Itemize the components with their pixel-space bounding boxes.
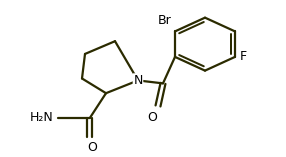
Text: H₂N: H₂N: [30, 111, 54, 124]
Text: F: F: [240, 50, 247, 63]
Text: N: N: [133, 74, 143, 87]
Text: O: O: [87, 141, 97, 154]
Text: Br: Br: [158, 14, 172, 27]
Text: O: O: [147, 111, 157, 124]
